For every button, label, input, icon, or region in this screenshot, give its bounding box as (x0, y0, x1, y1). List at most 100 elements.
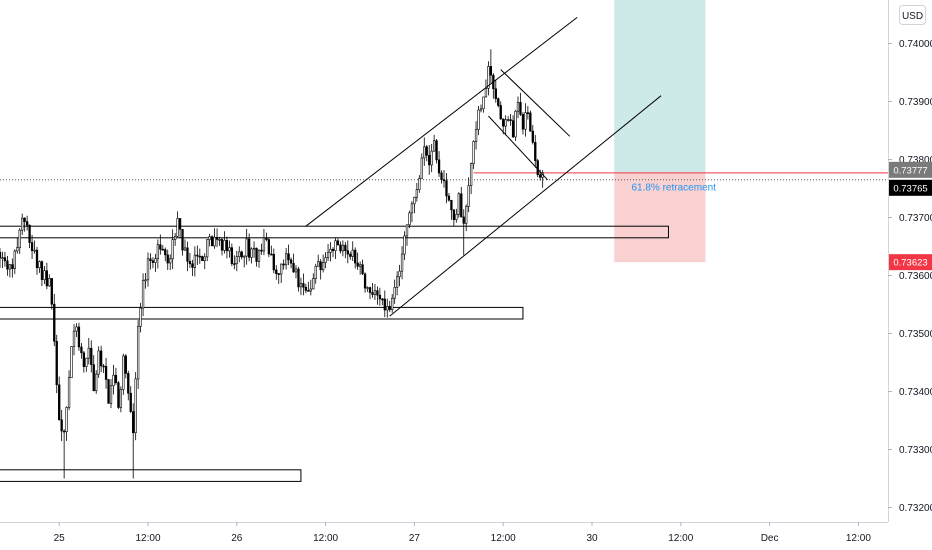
x-tick-label: 27 (409, 533, 421, 544)
candle-bear (11, 264, 14, 269)
candle-bear (28, 224, 31, 243)
candle-bull (16, 247, 19, 252)
candle-bull (455, 214, 458, 220)
trend-lines[interactable] (305, 17, 662, 317)
candle-bull (176, 218, 179, 237)
candle-bear (494, 88, 497, 100)
flag-lower-line[interactable] (488, 115, 548, 181)
candle-bear (117, 382, 120, 408)
candle-bear (331, 248, 335, 251)
candle-bull (203, 256, 206, 261)
candle-bear (102, 365, 105, 368)
candle-bear (159, 244, 162, 250)
candle-bear (297, 268, 300, 288)
candle-bull (395, 276, 399, 288)
candle-bear (25, 221, 29, 226)
candle-bear (58, 384, 61, 421)
candle-bear (230, 247, 234, 264)
candle-bull (141, 279, 145, 309)
candle-bear (344, 244, 347, 251)
retracement-annotation: 61.8% retracement (631, 183, 716, 194)
price-label-bg (889, 179, 932, 196)
candlestick-series (0, 49, 544, 479)
candle-bear (536, 160, 539, 176)
support-resistance-boxes[interactable] (0, 225, 669, 482)
candle-bull (144, 279, 147, 282)
candle-bull (391, 297, 394, 310)
candle-bear (450, 199, 453, 211)
candle-bull (465, 205, 468, 224)
candle-bear (186, 247, 189, 262)
y-tick-label: 0.74000 (899, 39, 932, 50)
candle-bull (326, 252, 330, 258)
candle-bull (504, 119, 507, 127)
price-label-text: 0.73777 (893, 165, 927, 176)
candle-bull (228, 247, 231, 252)
mid-support-box[interactable] (0, 306, 524, 320)
candle-bear (90, 347, 93, 365)
low-support-box[interactable] (0, 469, 302, 482)
candle-bull (95, 373, 98, 391)
candle-bull (119, 389, 123, 408)
candle-bear (255, 247, 258, 262)
candle-bull (48, 278, 51, 287)
candle-bull (477, 109, 480, 130)
candle-bear (50, 278, 53, 305)
candle-bull (206, 239, 209, 258)
y-tick-label: 0.73200 (899, 503, 932, 514)
candle-bull (87, 347, 90, 359)
time-axis[interactable]: 25 12:00 26 12:00 27 12:00 30 12:00 Dec 12:00 (54, 522, 872, 544)
price-axis[interactable]: 0.732000.733000.734000.735000.736000.737… (888, 39, 932, 514)
candle-bull (65, 407, 68, 432)
candle-bear (45, 270, 49, 287)
candle-bear (511, 120, 515, 138)
candle-bear (509, 119, 512, 121)
candle-bear (181, 229, 184, 251)
candle-bull (183, 247, 187, 251)
take-profit-zone[interactable] (614, 0, 706, 173)
currency-badge[interactable] (899, 5, 926, 25)
candle-bull (171, 239, 174, 260)
candle-bear (127, 373, 130, 394)
flag-upper-line[interactable] (500, 69, 571, 137)
candle-bear (60, 419, 63, 432)
candle-bull (72, 330, 76, 347)
candle-bear (198, 255, 201, 258)
candle-bull (386, 306, 389, 311)
candle-bear (260, 249, 263, 252)
stop-loss-zone[interactable] (614, 172, 706, 263)
candle-bear (30, 242, 34, 251)
candle-bear (225, 240, 229, 252)
candle-bear (292, 262, 295, 273)
candle-bull (208, 236, 211, 240)
candle-bear (425, 146, 428, 156)
candle-bear (215, 236, 219, 240)
channel-lower-line[interactable] (389, 95, 662, 317)
price-label-gray: 0.73777 (889, 161, 932, 178)
candle-bull (67, 377, 71, 408)
candle-bear (354, 249, 357, 264)
candle-bull (312, 278, 315, 290)
candle-bear (447, 195, 451, 201)
candle-bull (430, 150, 433, 166)
candle-bull (418, 178, 421, 190)
candle-bear (92, 364, 95, 391)
channel-upper-line[interactable] (305, 17, 578, 227)
candle-bear (240, 251, 243, 258)
candle-bear (267, 239, 271, 255)
candle-bull (351, 249, 354, 257)
resistance-box[interactable] (0, 225, 669, 239)
candle-bear (363, 273, 367, 289)
x-tick-label: 12:00 (491, 533, 516, 544)
candle-bull (423, 146, 426, 159)
x-tick-label: 26 (231, 533, 243, 544)
y-tick-label: 0.73700 (899, 213, 932, 224)
candle-bull (33, 249, 36, 252)
candle-bear (460, 193, 463, 218)
candle-bull (112, 374, 115, 387)
candle-bear (445, 180, 448, 197)
candle-bear (80, 346, 83, 354)
candle-bull (299, 283, 303, 288)
candle-bull (193, 254, 197, 268)
